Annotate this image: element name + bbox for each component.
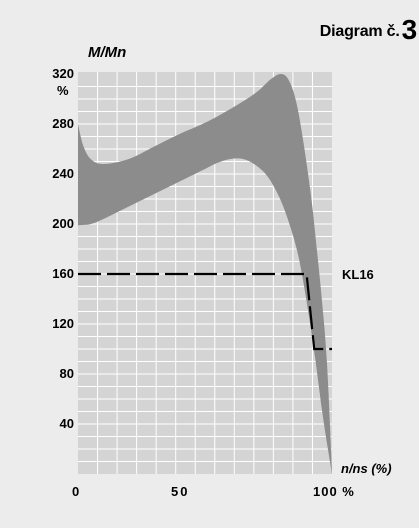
y-tick-label: 320 bbox=[52, 66, 74, 81]
y-tick-label: 80 bbox=[59, 366, 74, 381]
x-tick-label: 0 bbox=[72, 484, 80, 499]
diagram-number: 3 bbox=[401, 14, 418, 45]
y-axis-label: M/Mn bbox=[88, 44, 127, 61]
y-tick-label: 240 bbox=[52, 166, 74, 181]
x-tick-label: 100 % bbox=[313, 484, 355, 499]
y-tick-label: 160 bbox=[52, 266, 74, 281]
y-tick-label: 120 bbox=[52, 316, 74, 331]
y-tick-label: 280 bbox=[52, 116, 74, 131]
y-axis-unit: % bbox=[57, 83, 69, 98]
curve-label-kl16: KL16 bbox=[342, 267, 374, 282]
torque-band bbox=[78, 73, 332, 474]
diagram-title: Diagram č.3 bbox=[320, 14, 417, 46]
x-axis-label: n/ns (%) bbox=[341, 461, 392, 476]
y-tick-label: 40 bbox=[59, 416, 74, 431]
y-tick-label: 200 bbox=[52, 216, 74, 231]
x-tick-label: 50 bbox=[171, 484, 190, 499]
limit-line-kl16 bbox=[78, 272, 332, 351]
diagram-title-text: Diagram č. bbox=[319, 23, 400, 40]
